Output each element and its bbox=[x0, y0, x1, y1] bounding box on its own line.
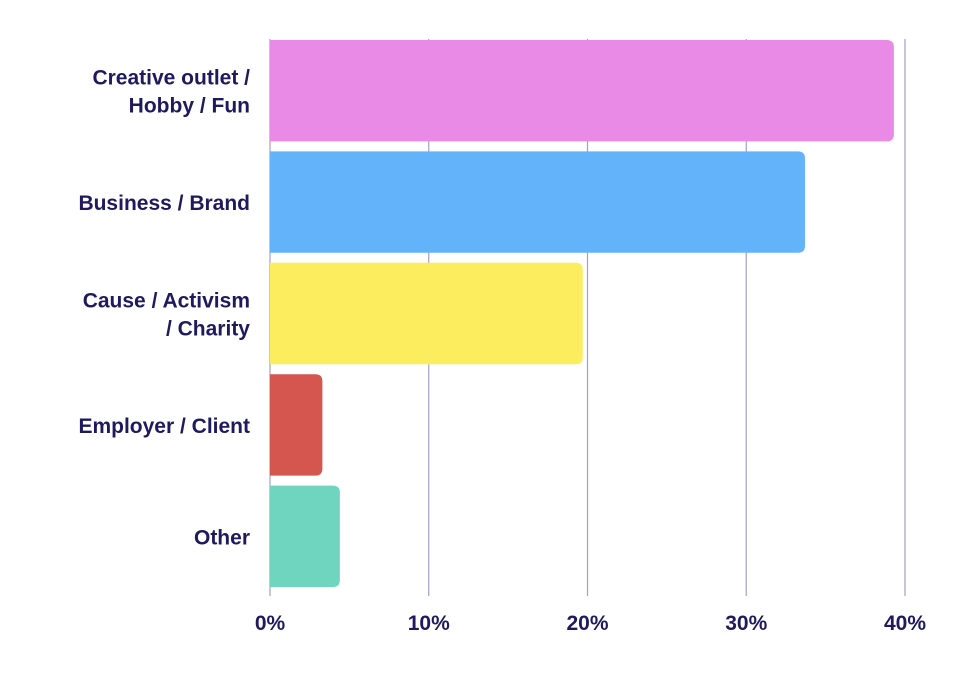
x-tick-label: 10% bbox=[408, 612, 450, 635]
x-tick-label: 0% bbox=[255, 612, 286, 635]
bar bbox=[270, 374, 323, 476]
x-tick-labels: 0% 10% 20% 30% 40% bbox=[255, 612, 927, 635]
category-label: Business / Brand bbox=[78, 192, 250, 215]
category-label: Hobby / Fun bbox=[129, 95, 250, 118]
category-labels: Creative outlet / Hobby / Fun Business / B… bbox=[78, 67, 250, 550]
category-label: / Charity bbox=[166, 318, 250, 341]
category-label: Employer / Client bbox=[78, 415, 250, 438]
category-label: Other bbox=[194, 526, 250, 549]
category-label: Creative outlet / bbox=[92, 67, 250, 90]
bar bbox=[270, 151, 805, 253]
x-tick-label: 20% bbox=[566, 612, 608, 635]
category-label: Cause / Activism bbox=[83, 290, 250, 313]
bars bbox=[270, 40, 894, 587]
bar bbox=[270, 485, 340, 587]
x-tick-label: 30% bbox=[725, 612, 767, 635]
bar bbox=[270, 40, 894, 142]
bar bbox=[270, 262, 583, 365]
x-tick-label: 40% bbox=[884, 612, 926, 635]
